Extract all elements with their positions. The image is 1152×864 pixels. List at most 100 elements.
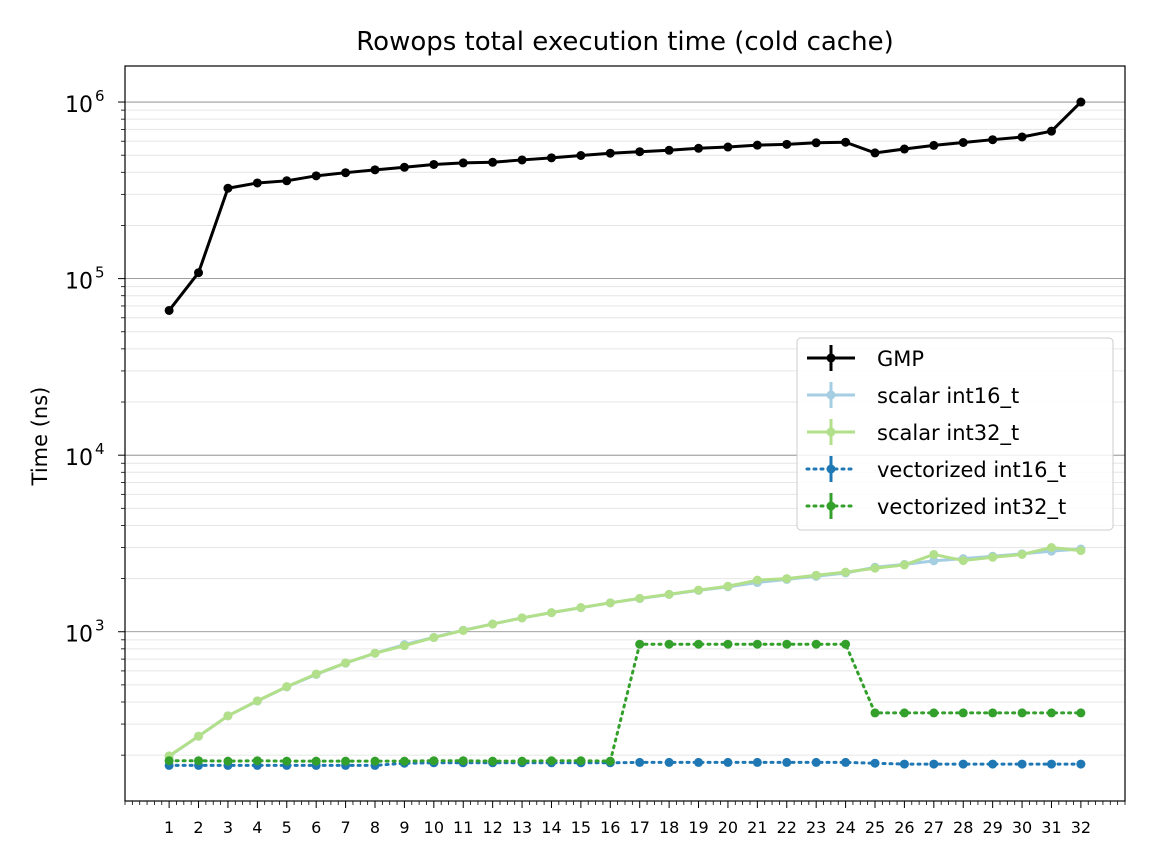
data-point — [576, 151, 586, 161]
data-point — [1017, 759, 1027, 769]
data-point — [194, 756, 204, 766]
data-point — [694, 639, 704, 649]
data-point — [811, 570, 821, 580]
data-point — [782, 757, 792, 767]
data-point — [899, 560, 909, 570]
data-point — [664, 639, 674, 649]
legend-marker — [826, 464, 836, 474]
data-point — [576, 603, 586, 613]
series-line — [168, 546, 1082, 758]
data-point — [194, 268, 204, 278]
data-point — [605, 148, 615, 158]
data-point — [546, 153, 556, 163]
data-point — [223, 183, 233, 193]
x-tick-label: 15 — [571, 818, 591, 837]
y-axis-label: Time (ns) — [28, 387, 52, 487]
data-point — [899, 759, 909, 769]
y-tick-exponent: 4 — [95, 440, 105, 458]
data-point — [311, 171, 321, 181]
x-tick-label: 22 — [777, 818, 797, 837]
data-point — [252, 756, 262, 766]
legend-entry: scalar int16_t — [807, 382, 1019, 409]
y-tick-exponent: 6 — [95, 87, 105, 105]
data-point — [694, 757, 704, 767]
data-point — [341, 658, 351, 668]
x-tick-label: 7 — [340, 818, 350, 837]
series-line — [167, 100, 1082, 312]
x-tick-label: 12 — [482, 818, 502, 837]
data-point — [694, 585, 704, 595]
data-point — [576, 756, 586, 766]
data-point — [635, 593, 645, 603]
data-point — [723, 757, 733, 767]
data-point — [1017, 132, 1027, 142]
legend-entry: scalar int32_t — [807, 419, 1019, 446]
data-point — [752, 757, 762, 767]
x-tick-label: 10 — [424, 818, 444, 837]
data-point — [1046, 542, 1056, 552]
x-tick-label: 30 — [1012, 818, 1032, 837]
data-point — [694, 143, 704, 153]
data-point — [282, 682, 292, 692]
data-point — [399, 756, 409, 766]
data-point — [635, 147, 645, 157]
data-point — [929, 140, 939, 150]
data-point — [194, 731, 204, 741]
legend-marker — [826, 353, 836, 363]
data-point — [723, 639, 733, 649]
data-point — [899, 144, 909, 154]
data-point — [870, 563, 880, 573]
x-tick-label: 8 — [370, 818, 380, 837]
data-point — [782, 574, 792, 584]
legend-label: vectorized int16_t — [877, 458, 1066, 483]
data-point — [429, 159, 439, 169]
data-point — [841, 137, 851, 147]
legend-marker — [826, 390, 836, 400]
data-point — [605, 756, 615, 766]
data-point — [605, 598, 615, 608]
data-point — [311, 756, 321, 766]
y-tick-label: 10 — [65, 623, 93, 648]
data-point — [811, 138, 821, 148]
chart-title: Rowops total execution time (cold cache) — [356, 27, 893, 57]
axis-layer: 10 310 410 510 61 2 3 4 5 6 7 8 9 10 11 12 13 14 15 16 17 18 1… — [65, 87, 1126, 837]
data-point — [341, 756, 351, 766]
series-line — [167, 760, 1083, 767]
data-point — [488, 619, 498, 629]
data-point — [341, 168, 351, 178]
data-point — [458, 756, 468, 766]
data-point — [664, 145, 674, 155]
legend-entry: GMP — [807, 345, 924, 371]
data-point — [458, 625, 468, 635]
x-tick-label: 26 — [894, 818, 914, 837]
data-point — [870, 148, 880, 158]
data-point — [988, 759, 998, 769]
x-tick-label: 13 — [512, 818, 532, 837]
data-point — [488, 157, 498, 167]
data-point — [488, 756, 498, 766]
data-point — [929, 556, 939, 566]
data-point — [870, 708, 880, 718]
data-point — [988, 552, 998, 562]
data-point — [929, 549, 939, 559]
x-tick-label: 19 — [688, 818, 708, 837]
data-point — [958, 556, 968, 566]
x-tick-label: 31 — [1041, 818, 1061, 837]
x-tick-label: 3 — [223, 818, 233, 837]
y-tick-exponent: 5 — [95, 264, 105, 282]
data-point — [929, 708, 939, 718]
data-point — [841, 639, 851, 649]
x-tick-label: 23 — [806, 818, 826, 837]
data-point — [223, 756, 233, 766]
data-point — [988, 135, 998, 145]
x-tick-label: 9 — [399, 818, 409, 837]
data-point — [1076, 97, 1086, 107]
data-point — [870, 758, 880, 768]
data-point — [1017, 549, 1027, 559]
data-point — [517, 613, 527, 623]
data-point — [252, 696, 262, 706]
data-point — [958, 708, 968, 718]
legend-marker — [826, 501, 836, 511]
